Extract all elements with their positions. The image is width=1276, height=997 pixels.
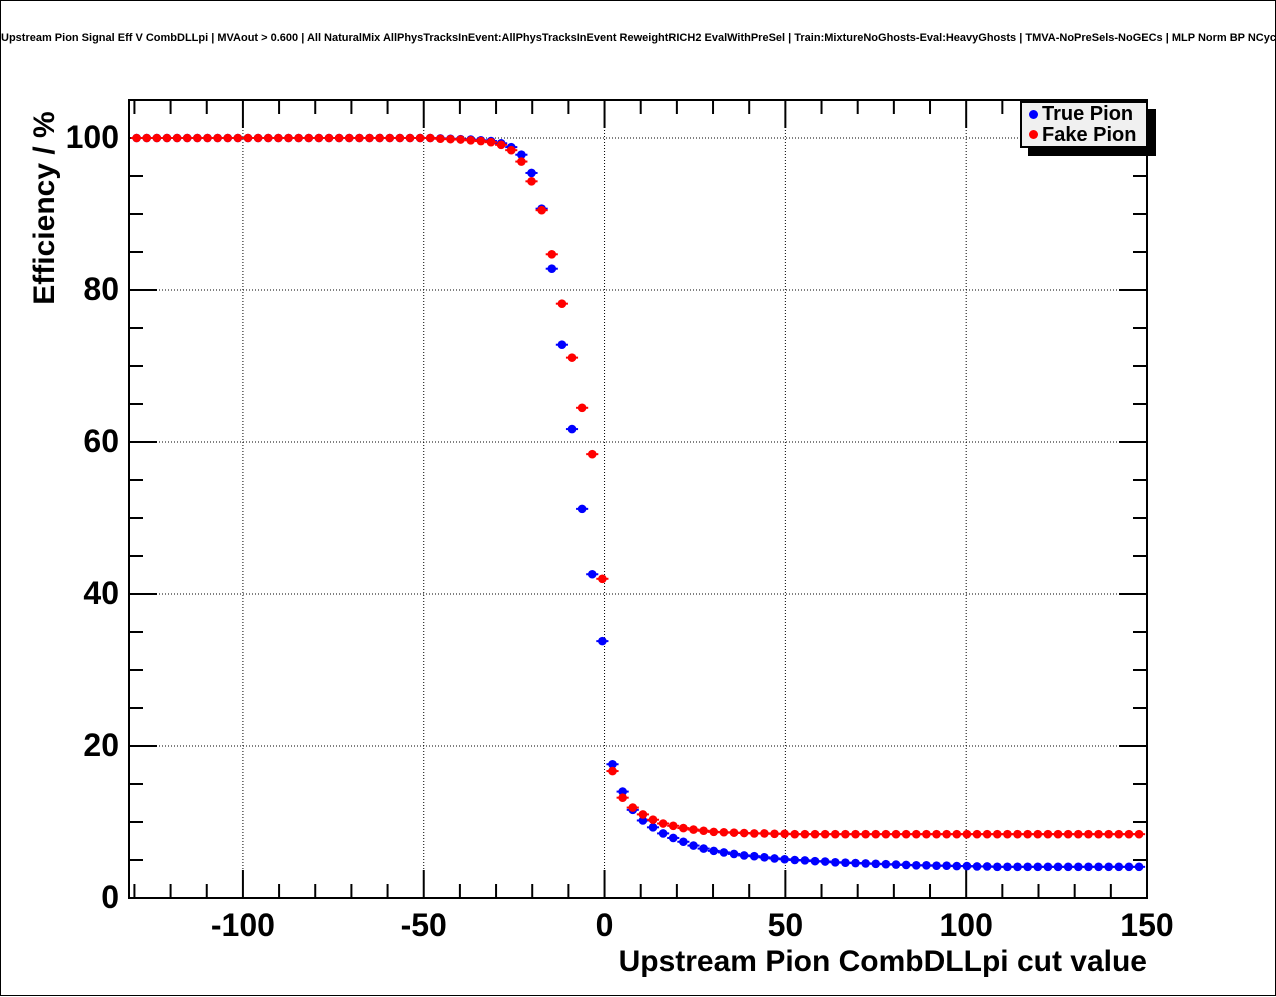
fake-pion-marker-icon (1029, 130, 1038, 140)
svg-text:60: 60 (83, 423, 119, 459)
legend-item-fake-pion: Fake Pion (1022, 125, 1146, 146)
svg-text:50: 50 (768, 907, 804, 943)
true-pion-marker-icon (1029, 109, 1038, 119)
x-axis-title: Upstream Pion CombDLLpi cut value (618, 945, 1147, 978)
svg-text:0: 0 (596, 907, 614, 943)
legend: True Pion Fake Pion (1020, 101, 1148, 148)
y-axis-title: Efficiency / % (28, 111, 61, 305)
svg-text:40: 40 (83, 575, 119, 611)
svg-text:20: 20 (83, 727, 119, 763)
legend-item-true-pion: True Pion (1022, 104, 1146, 125)
svg-text:-100: -100 (211, 907, 275, 943)
svg-text:100: 100 (939, 907, 992, 943)
plot-title: Upstream Pion Signal Eff V CombDLLpi | M… (1, 32, 1276, 44)
svg-text:80: 80 (83, 271, 119, 307)
svg-text:0: 0 (101, 879, 119, 915)
svg-text:100: 100 (66, 119, 119, 155)
legend-label-fake-pion: Fake Pion (1042, 123, 1137, 146)
legend-label-true-pion: True Pion (1042, 103, 1134, 126)
svg-text:150: 150 (1120, 907, 1173, 943)
svg-text:-50: -50 (401, 907, 447, 943)
